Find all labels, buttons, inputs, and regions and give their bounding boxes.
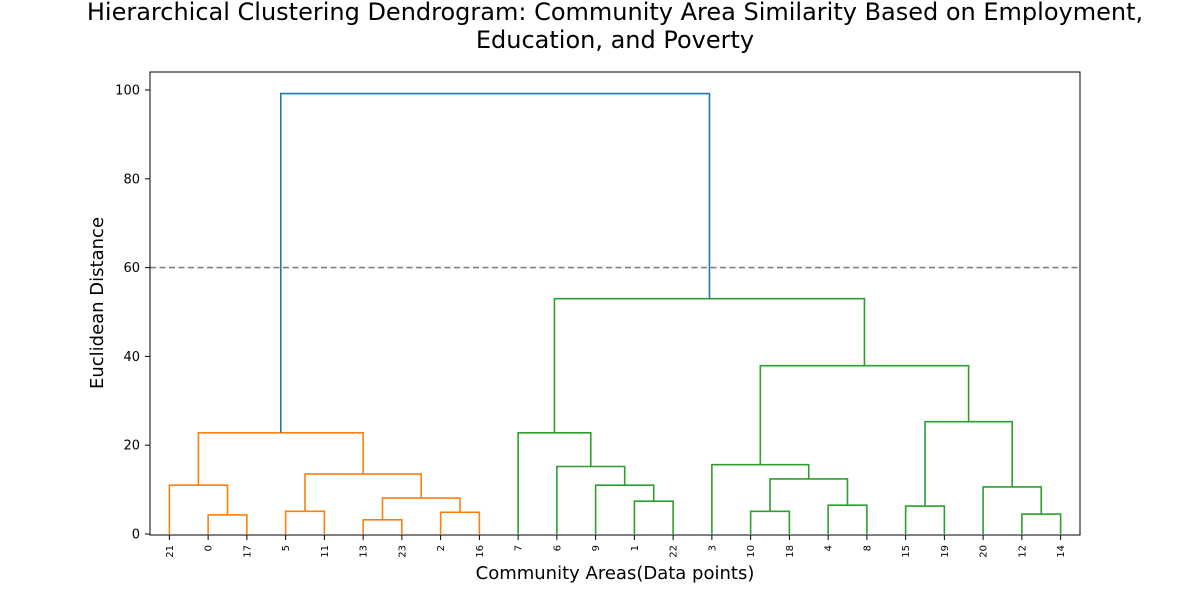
y-tick-label: 20 (123, 439, 140, 454)
leaf-label: 19 (940, 545, 951, 558)
leaf-label: 17 (242, 545, 253, 558)
y-tick-label: 60 (123, 261, 140, 276)
y-tick-label: 100 (115, 84, 140, 99)
leaf-label: 12 (1017, 545, 1028, 558)
leaf-label: 18 (785, 545, 796, 558)
leaf-label: 14 (1056, 545, 1067, 558)
y-tick-label: 40 (123, 350, 140, 365)
y-axis-label: Euclidean Distance (87, 217, 108, 389)
leaf-label: 0 (204, 545, 215, 551)
leaf-label: 8 (862, 545, 873, 551)
y-tick-label: 0 (132, 528, 140, 543)
leaf-label: 7 (514, 545, 525, 551)
plot-frame (149, 71, 1081, 536)
leaf-label: 9 (591, 545, 602, 551)
leaf-label: 13 (359, 545, 370, 558)
leaf-label: 2 (436, 545, 447, 551)
leaf-label: 22 (669, 545, 680, 558)
leaf-label: 3 (707, 545, 718, 551)
leaf-label: 10 (746, 545, 757, 558)
y-tick-label: 80 (123, 172, 140, 187)
leaf-label: 6 (552, 545, 563, 551)
dendrogram-link (279, 92, 711, 433)
leaf-label: 15 (901, 545, 912, 558)
plot-area (150, 92, 1080, 534)
leaf-label: 20 (979, 545, 990, 558)
leaf-label: 4 (824, 545, 835, 551)
x-axis-label: Community Areas(Data points) (476, 563, 755, 584)
chart-title-line-2: Education, and Poverty (476, 26, 754, 54)
chart-title-line-1: Hierarchical Clustering Dendrogram: Comm… (87, 0, 1143, 26)
leaf-label: 16 (475, 545, 486, 558)
leaf-label: 23 (397, 545, 408, 558)
leaf-label: 5 (281, 545, 292, 551)
leaf-label: 11 (320, 545, 331, 558)
leaf-label: 21 (165, 545, 176, 558)
leaf-label: 1 (630, 545, 641, 551)
